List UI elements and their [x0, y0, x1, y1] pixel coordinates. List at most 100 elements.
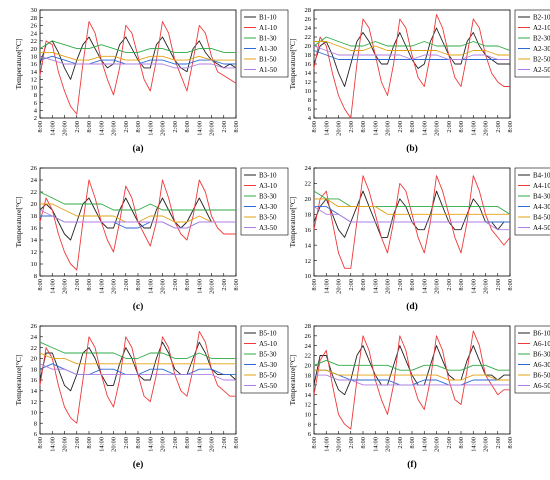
y-tick-label: 16 [305, 61, 312, 68]
x-tick-label: 2:00 [495, 437, 502, 449]
y-tick-label: 18 [305, 372, 312, 379]
y-tick-label: 28 [305, 323, 312, 330]
panel-caption: (e) [133, 459, 144, 470]
legend-entry: B5-10 [259, 329, 277, 337]
y-tick-label: 4 [34, 107, 38, 114]
x-tick-label: 2:00 [221, 121, 228, 133]
y-tick-label: 18 [305, 52, 312, 59]
series-line-A1-50 [39, 55, 236, 69]
y-tick-label: 24 [31, 177, 38, 184]
legend-entry: B3-50 [259, 213, 277, 221]
y-tick-label: 16 [305, 227, 312, 234]
x-tick-label: 20:00 [160, 121, 167, 136]
y-tick-label: 24 [305, 343, 312, 350]
y-tick-label: 16 [305, 382, 312, 389]
y-tick-label: 28 [305, 7, 312, 14]
x-tick-label: 14:00 [372, 121, 379, 136]
x-tick-label: 2:00 [446, 121, 453, 133]
x-tick-label: 20:00 [385, 121, 392, 136]
legend-entry: A5-30 [259, 361, 277, 369]
y-tick-label: 12 [31, 399, 38, 406]
x-tick-label: 8:00 [311, 279, 318, 291]
x-tick-label: 2:00 [221, 437, 228, 449]
x-tick-label: 14:00 [421, 121, 428, 136]
legend-entry: B6-50 [533, 371, 550, 379]
x-tick-label: 2:00 [348, 121, 355, 133]
legend-entry: A3-10 [259, 182, 277, 190]
series-line-B3-30 [39, 191, 236, 211]
y-tick-label: 26 [305, 16, 312, 23]
x-tick-label: 8:00 [458, 279, 465, 291]
y-tick-label: 8 [34, 92, 37, 99]
x-tick-label: 14:00 [196, 279, 203, 294]
y-tick-label: 20 [305, 196, 312, 203]
series-line-A5-10 [39, 330, 236, 424]
x-tick-label: 8:00 [507, 437, 514, 449]
x-tick-label: 8:00 [184, 121, 191, 133]
legend-entry: B4-10 [533, 171, 550, 179]
x-tick-label: 2:00 [495, 121, 502, 133]
y-tick-label: 28 [31, 15, 38, 22]
y-tick-label: 14 [305, 70, 312, 77]
legend-entry: A3-50 [259, 224, 277, 232]
x-tick-label: 8:00 [507, 121, 514, 133]
x-tick-label: 14:00 [372, 279, 379, 294]
x-tick-label: 14:00 [372, 437, 379, 452]
x-tick-label: 20:00 [336, 279, 343, 294]
series-line-B4-50 [314, 198, 510, 215]
x-tick-label: 2:00 [397, 437, 404, 449]
chart-panel-2: 4 6 8 10 12 14 16 18 20 22 24 26 28 Temperature[°C] 8:… [288, 7, 550, 154]
x-tick-label: 14:00 [323, 279, 330, 294]
x-tick-label: 14:00 [49, 279, 56, 294]
x-tick-label: 20:00 [209, 437, 216, 452]
series-line-A6-10 [313, 330, 510, 430]
y-tick-label: 10 [31, 410, 38, 417]
x-tick-label: 20:00 [385, 437, 392, 452]
legend-entry: A2-30 [533, 45, 550, 53]
x-tick-label: 20:00 [209, 121, 216, 136]
y-axis-label: Temperature[°C] [14, 355, 23, 406]
x-tick-label: 20:00 [483, 279, 490, 294]
x-tick-label: 14:00 [147, 437, 154, 452]
x-tick-label: 8:00 [135, 279, 142, 291]
series-line-B2-50 [314, 41, 510, 56]
y-tick-label: 6 [34, 100, 38, 107]
y-tick-label: 10 [31, 261, 38, 268]
legend-entry: B2-50 [533, 55, 550, 63]
series-line-A2-50 [313, 45, 510, 60]
series-line-B4-30 [313, 190, 511, 215]
x-tick-label: 8:00 [409, 121, 416, 133]
x-tick-label: 20:00 [336, 437, 343, 452]
chart-panel-4: 10 12 14 16 18 20 22 24 Temperature[°C] 8:00 14:00… [288, 165, 550, 312]
y-tick-label: 22 [305, 181, 312, 188]
x-tick-label: 14:00 [323, 121, 330, 136]
x-tick-label: 14:00 [147, 279, 154, 294]
y-tick-label: 12 [305, 258, 312, 265]
y-tick-label: 12 [305, 79, 312, 86]
x-tick-label: 20:00 [434, 279, 441, 294]
y-tick-label: 20 [305, 362, 312, 369]
legend-entry: B5-30 [259, 350, 277, 358]
y-axis-label: Temperature[°C] [288, 355, 297, 406]
y-tick-label: 20 [305, 43, 312, 50]
x-tick-label: 14:00 [196, 437, 203, 452]
y-tick-label: 4 [308, 115, 312, 122]
legend-entry: B4-30 [533, 192, 550, 200]
series-line-A5-50 [39, 363, 236, 381]
y-tick-label: 20 [31, 201, 38, 208]
y-tick-label: 22 [31, 38, 38, 45]
y-tick-label: 16 [31, 377, 38, 384]
y-tick-label: 12 [31, 77, 38, 84]
y-tick-label: 6 [308, 431, 312, 438]
x-tick-label: 14:00 [49, 437, 56, 452]
series-line-B5-50 [39, 352, 236, 365]
y-tick-label: 8 [34, 420, 37, 427]
x-tick-label: 20:00 [336, 121, 343, 136]
y-tick-label: 10 [31, 84, 38, 91]
y-axis-label: Temperature[°C] [288, 39, 297, 90]
x-tick-label: 8:00 [86, 121, 93, 133]
series-line-B1-50 [40, 51, 236, 61]
legend-entry: B3-10 [259, 171, 277, 179]
chart-panel-6: 6 8 10 12 14 16 18 20 22 24 26 28 Temperature[°C] 8:0… [288, 323, 550, 470]
x-tick-label: 20:00 [209, 279, 216, 294]
